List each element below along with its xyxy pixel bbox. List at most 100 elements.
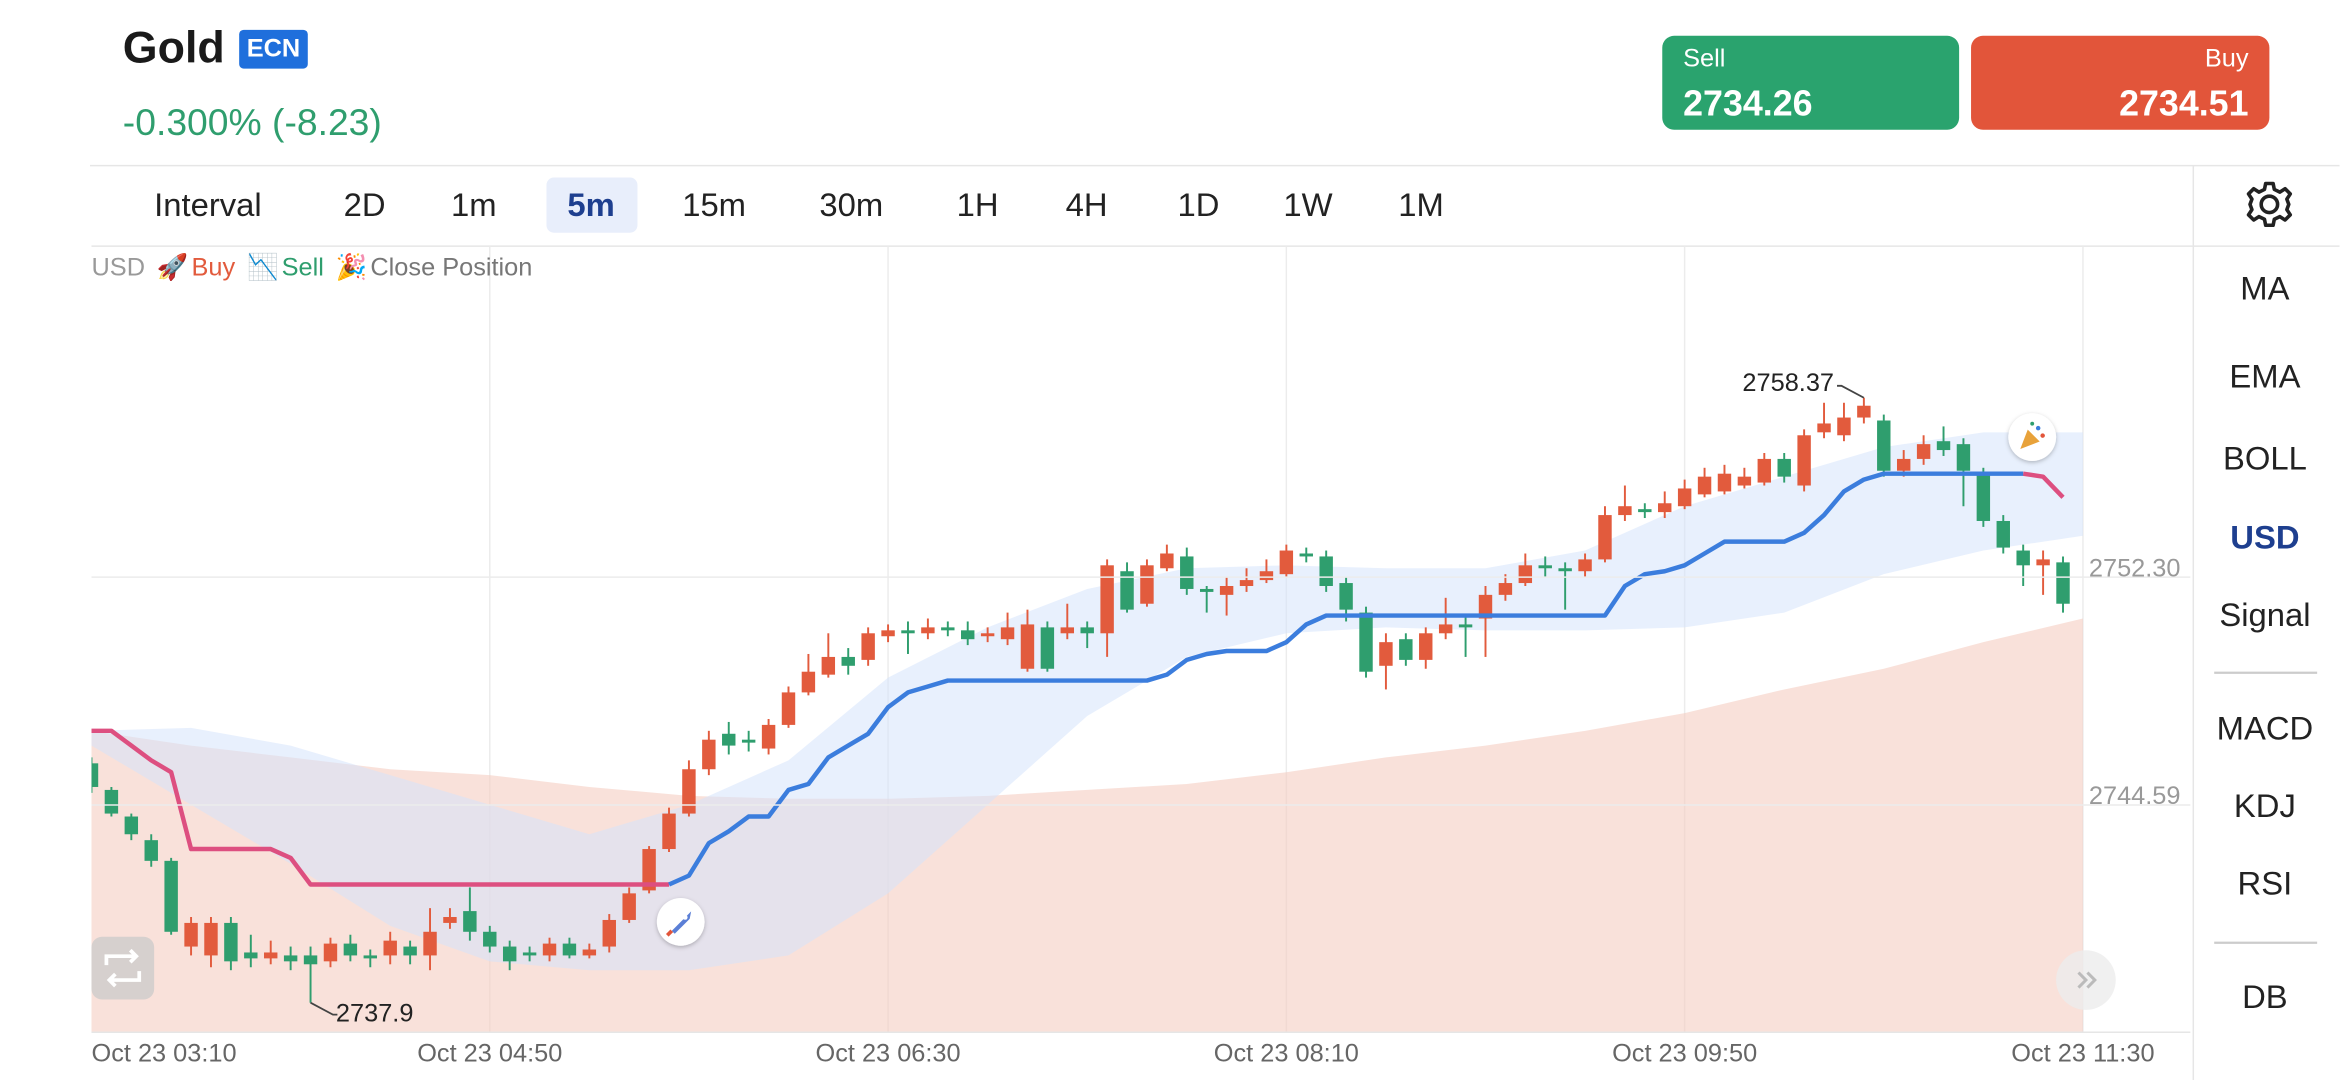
candle-body xyxy=(1976,473,1991,521)
indicator-option[interactable]: Signal xyxy=(2219,596,2310,633)
interval-option[interactable]: 1m xyxy=(451,186,497,223)
interval-option[interactable]: 15m xyxy=(682,186,746,223)
candle-body xyxy=(1438,624,1453,634)
candle-body xyxy=(403,946,417,956)
candle-body xyxy=(1518,565,1533,584)
candle-body xyxy=(1279,550,1294,575)
candle-body xyxy=(1697,476,1712,495)
sell-price: 2734.26 xyxy=(1683,83,1812,123)
candle-body xyxy=(1299,553,1313,557)
candle-body xyxy=(602,919,616,947)
buy-label: Buy xyxy=(2205,44,2249,72)
indicator-option[interactable]: EMA xyxy=(2229,358,2300,395)
candle-body xyxy=(283,955,298,962)
candle-body xyxy=(244,952,258,959)
candle-body xyxy=(1658,503,1672,513)
sell-label: Sell xyxy=(1683,44,1725,72)
indicator-option[interactable]: MA xyxy=(2240,270,2289,307)
candle-body xyxy=(164,860,178,932)
x-tick-label: Oct 23 03:10 xyxy=(91,1039,236,1067)
candle-body xyxy=(562,943,577,956)
candle-body xyxy=(841,656,855,666)
candle-body xyxy=(1717,473,1732,492)
legend-label: Buy xyxy=(191,253,235,281)
y-tick-label: 2752.30 xyxy=(2089,554,2181,582)
indicator-option[interactable]: USD xyxy=(2230,519,2299,556)
candle-body xyxy=(622,893,636,920)
buy-button[interactable] xyxy=(1971,35,2270,130)
candle-body xyxy=(1000,627,1015,640)
reset-button[interactable] xyxy=(91,936,155,1000)
candle-body xyxy=(1996,520,2010,548)
candle-body xyxy=(1399,639,1413,660)
candle-body xyxy=(204,922,218,956)
legend-icon: 🚀 xyxy=(157,252,189,281)
candle-body xyxy=(1100,565,1114,634)
candle-body xyxy=(323,943,338,962)
plot-area xyxy=(91,246,2084,1033)
candle-body xyxy=(1080,627,1094,634)
indicator-option[interactable]: MACD xyxy=(2217,710,2314,747)
candle-body xyxy=(104,789,119,814)
candle-body xyxy=(1916,444,1931,459)
candle-body xyxy=(264,952,278,959)
x-tick-label: Oct 23 09:50 xyxy=(1612,1039,1757,1067)
x-tick-label: Oct 23 11:30 xyxy=(2011,1039,2154,1067)
indicator-option[interactable]: BOLL xyxy=(2223,440,2307,477)
interval-option[interactable]: 5m xyxy=(567,186,614,223)
candle-body xyxy=(801,671,816,693)
annotation-label: 2758.37 xyxy=(1742,369,1834,397)
buy-marker xyxy=(656,898,705,946)
candle-body xyxy=(1239,580,1254,587)
candle-body xyxy=(1120,571,1134,610)
interval-option[interactable]: 4H xyxy=(1066,186,1108,223)
candle-body xyxy=(1598,515,1612,560)
scroll-right-button[interactable] xyxy=(2056,950,2116,1010)
interval-option[interactable]: 1M xyxy=(1398,186,1444,223)
candle-body xyxy=(1956,444,1971,471)
legend-currency: USD xyxy=(91,253,145,281)
candle-body xyxy=(1339,583,1353,610)
badge-bg xyxy=(239,29,308,69)
candle-body xyxy=(1419,633,1433,660)
indicator-option[interactable]: DB xyxy=(2242,978,2288,1015)
y-tick-label: 2744.59 xyxy=(2089,782,2181,810)
candle-body xyxy=(1638,509,1652,513)
annotation-leader xyxy=(1837,384,1865,399)
indicator-option[interactable]: KDJ xyxy=(2234,787,2296,824)
candle-body xyxy=(502,946,517,962)
candle-body xyxy=(1060,627,1075,634)
indicator-option[interactable]: RSI xyxy=(2238,865,2293,902)
sell-button[interactable] xyxy=(1662,35,1960,130)
trend-line xyxy=(668,471,2024,887)
candle-body xyxy=(1558,568,1572,572)
candle-body xyxy=(1140,565,1154,604)
candle-body xyxy=(1737,476,1752,486)
candle-body xyxy=(1020,624,1035,669)
interval-option[interactable]: 1H xyxy=(957,186,999,223)
interval-option[interactable]: 30m xyxy=(819,186,883,223)
candle-body xyxy=(821,656,836,675)
candle-body xyxy=(343,943,358,956)
candle-body xyxy=(961,630,975,640)
interval-option[interactable]: 1D xyxy=(1177,186,1219,223)
candle-body xyxy=(1319,556,1333,587)
interval-option: Interval xyxy=(154,186,262,223)
candle-body xyxy=(2016,550,2030,566)
price-change: -0.300% (-8.23) xyxy=(123,101,382,143)
candle-body xyxy=(1359,612,1373,672)
candle-body xyxy=(2036,559,2050,566)
candle-body xyxy=(662,813,676,850)
interval-option[interactable]: 1W xyxy=(1283,186,1332,223)
candle-body xyxy=(124,816,139,835)
interval-option[interactable]: 2D xyxy=(344,186,386,223)
candle-body xyxy=(901,630,915,634)
settings-icon[interactable] xyxy=(2246,181,2293,228)
candle-body xyxy=(1936,441,1951,451)
candle-body xyxy=(1578,559,1592,572)
candle-body xyxy=(443,917,457,923)
x-tick-label: Oct 23 04:50 xyxy=(417,1039,562,1067)
annotation-label: 2737.9 xyxy=(336,999,414,1027)
candle-body xyxy=(1199,588,1214,592)
